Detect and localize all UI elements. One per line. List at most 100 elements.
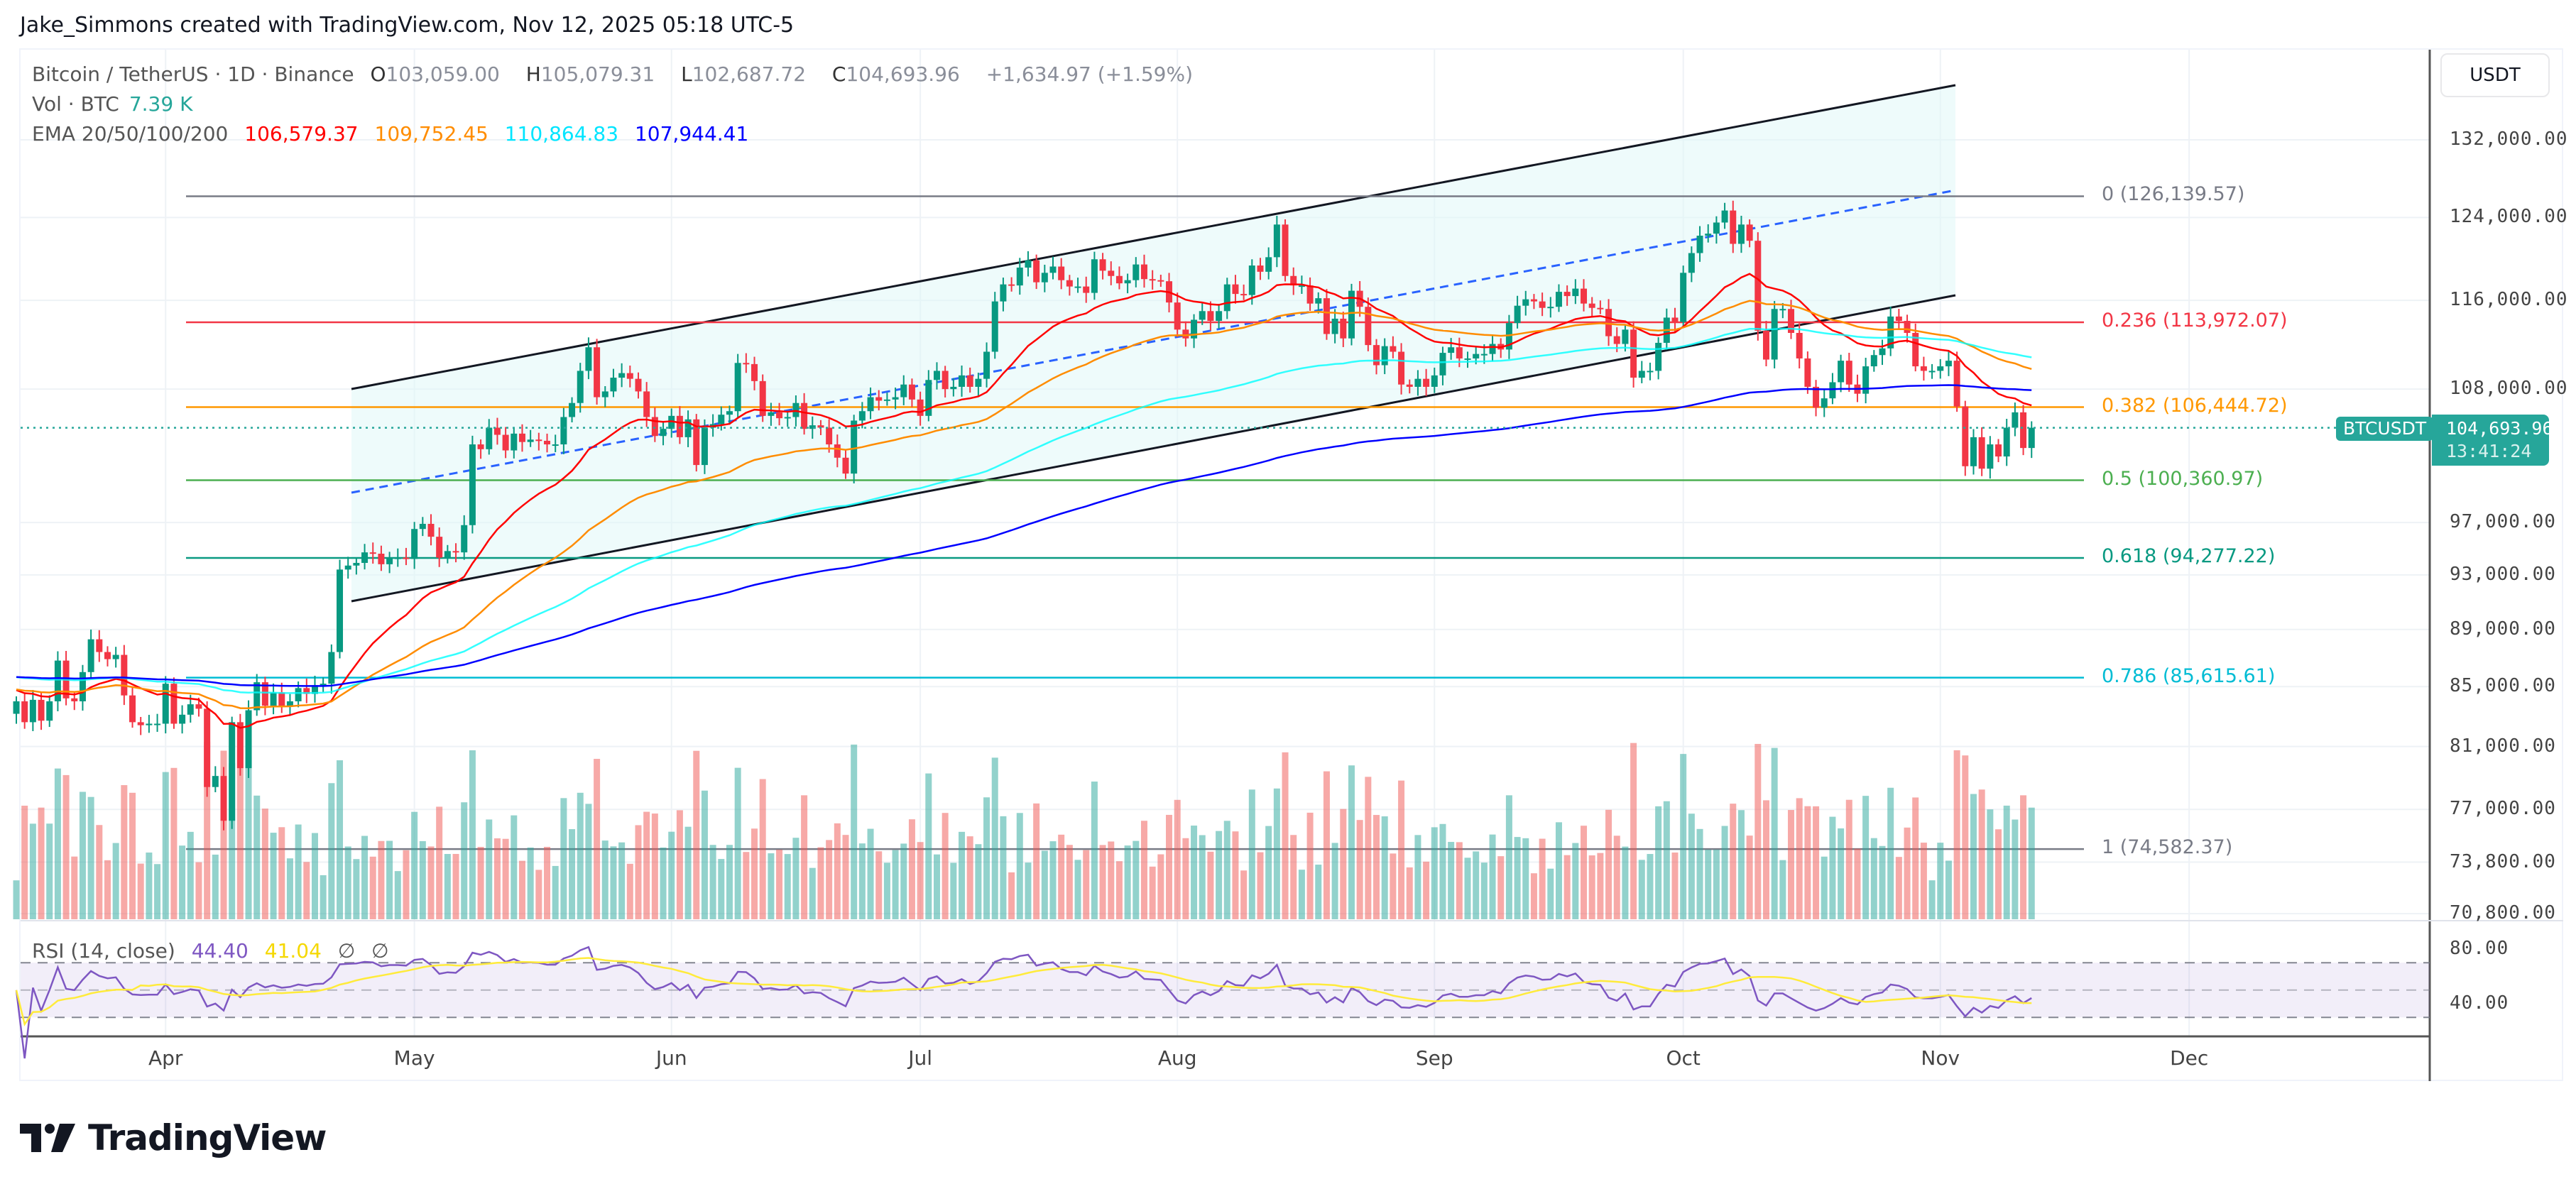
volume-bar bbox=[643, 811, 650, 919]
candle-body bbox=[502, 434, 509, 451]
time-tick-label: Jun bbox=[655, 1046, 687, 1070]
candle-body bbox=[1282, 224, 1289, 276]
ema50-line bbox=[16, 300, 2032, 709]
candle-body bbox=[1049, 266, 1057, 273]
volume-bar bbox=[610, 846, 617, 919]
volume-bar bbox=[1638, 860, 1645, 919]
price-tick-label: 124,000.00 bbox=[2450, 206, 2568, 228]
candle-body bbox=[337, 569, 344, 652]
volume-bar bbox=[436, 806, 443, 919]
candle-body bbox=[1216, 311, 1223, 322]
candle-body bbox=[1630, 329, 1637, 378]
price-tick-label: 81,000.00 bbox=[2450, 735, 2556, 757]
time-tick-label: Nov bbox=[1921, 1046, 1960, 1070]
candle-body bbox=[1390, 346, 1397, 352]
candle-body bbox=[303, 688, 310, 694]
volume-legend[interactable]: Vol · BTC 7.39 K bbox=[32, 92, 202, 116]
candle-body bbox=[1232, 284, 1239, 295]
volume-bar bbox=[1854, 848, 1861, 919]
volume-bar bbox=[1605, 809, 1612, 919]
candle-body bbox=[1530, 299, 1537, 302]
volume-bar bbox=[1033, 803, 1040, 919]
candle-body bbox=[1912, 332, 1919, 367]
symbol-name[interactable]: Bitcoin / TetherUS · 1D · Binance bbox=[32, 62, 354, 86]
candle-body bbox=[286, 701, 293, 706]
volume-bar bbox=[71, 856, 78, 919]
candle-body bbox=[1746, 224, 1753, 241]
rsi-legend[interactable]: RSI (14, close) 44.40 41.04 ∅ ∅ bbox=[32, 939, 399, 963]
symbol-legend[interactable]: Bitcoin / TetherUS · 1D · Binance O103,0… bbox=[32, 62, 1203, 86]
ema200-line bbox=[16, 384, 2032, 687]
volume-bar bbox=[1133, 840, 1140, 919]
volume-bar bbox=[236, 749, 244, 919]
candle-body bbox=[569, 402, 576, 417]
volume-bar bbox=[261, 809, 268, 919]
tradingview-wordmark: TradingView bbox=[88, 1117, 327, 1158]
volume-bar bbox=[87, 796, 94, 919]
volume-bar bbox=[461, 802, 468, 919]
candle-body bbox=[112, 654, 119, 659]
candle-body bbox=[1987, 444, 1994, 469]
candle-body bbox=[1563, 292, 1571, 297]
rsi-na-1: ∅ bbox=[337, 939, 356, 963]
candle-body bbox=[1622, 329, 1629, 344]
candle-body bbox=[618, 373, 626, 378]
volume-bar bbox=[54, 768, 61, 919]
volume-bar bbox=[2012, 819, 2019, 919]
ema-legend[interactable]: EMA 20/50/100/200 106,579.37 109,752.45 … bbox=[32, 122, 758, 146]
candle-body bbox=[1016, 267, 1023, 286]
candle-body bbox=[1539, 301, 1546, 308]
volume-bar bbox=[1306, 812, 1314, 919]
volume-bar bbox=[344, 846, 351, 919]
volume-bar bbox=[651, 813, 658, 919]
volume-bar bbox=[1331, 843, 1338, 919]
volume-bar bbox=[1240, 870, 1248, 919]
candle-body bbox=[1555, 292, 1562, 307]
candle-body bbox=[1414, 378, 1421, 387]
volume-bar bbox=[1066, 845, 1073, 919]
candle-body bbox=[527, 439, 534, 442]
volume-bar bbox=[1688, 813, 1695, 919]
volume-bar bbox=[1323, 771, 1330, 919]
candle-body bbox=[1448, 347, 1455, 354]
candle-body bbox=[261, 682, 268, 706]
candle-body bbox=[170, 684, 178, 724]
candle-body bbox=[1331, 318, 1338, 334]
candle-body bbox=[493, 427, 501, 435]
candle-body bbox=[1796, 332, 1803, 358]
low-label: L bbox=[681, 62, 692, 86]
time-tick-label: Sep bbox=[1415, 1046, 1453, 1070]
candle-body bbox=[535, 439, 542, 442]
volume-bar bbox=[1340, 809, 1347, 919]
volume-bar bbox=[1713, 849, 1720, 919]
volume-bar bbox=[511, 815, 518, 919]
rsi-ma-value: 41.04 bbox=[264, 939, 322, 963]
volume-bar bbox=[1157, 854, 1164, 919]
chart-frame bbox=[19, 48, 2563, 1081]
tradingview-logo[interactable]: TradingView bbox=[20, 1117, 327, 1158]
volume-bar bbox=[1049, 841, 1057, 919]
volume-bar bbox=[975, 844, 982, 919]
currency-button[interactable]: USDT bbox=[2440, 53, 2550, 97]
volume-bar bbox=[96, 825, 103, 919]
candle-body bbox=[801, 402, 808, 429]
volume-bar bbox=[1970, 794, 1977, 919]
candle-body bbox=[2012, 412, 2019, 428]
rsi-tick-label: 40.00 bbox=[2450, 992, 2509, 1014]
volume-bar bbox=[1273, 788, 1280, 919]
candle-body bbox=[1754, 241, 1762, 331]
volume-bar bbox=[1008, 872, 1015, 919]
candle-body bbox=[983, 351, 990, 379]
volume-bar bbox=[1223, 821, 1230, 919]
volume-bar bbox=[1140, 821, 1147, 919]
volume-bar bbox=[1356, 820, 1363, 919]
rsi-line bbox=[15, 946, 2032, 1059]
volume-bar bbox=[776, 850, 783, 919]
volume-bar bbox=[1398, 780, 1405, 919]
candle-body bbox=[817, 425, 824, 428]
volume-bar bbox=[1978, 789, 1985, 919]
candle-body bbox=[46, 701, 53, 721]
volume-bar bbox=[1365, 777, 1372, 919]
candle-body bbox=[784, 417, 791, 419]
